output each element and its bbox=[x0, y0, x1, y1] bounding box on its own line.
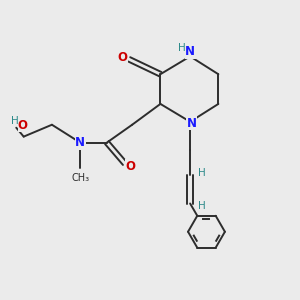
Text: O: O bbox=[126, 160, 136, 173]
Text: H: H bbox=[197, 202, 205, 212]
Text: H: H bbox=[197, 168, 205, 178]
Text: N: N bbox=[75, 136, 85, 149]
Text: N: N bbox=[185, 45, 195, 58]
Text: H: H bbox=[178, 43, 186, 53]
Text: H: H bbox=[11, 116, 19, 126]
Text: N: N bbox=[187, 117, 196, 130]
Text: CH₃: CH₃ bbox=[71, 173, 89, 183]
Text: O: O bbox=[118, 51, 128, 64]
Text: O: O bbox=[18, 119, 28, 132]
